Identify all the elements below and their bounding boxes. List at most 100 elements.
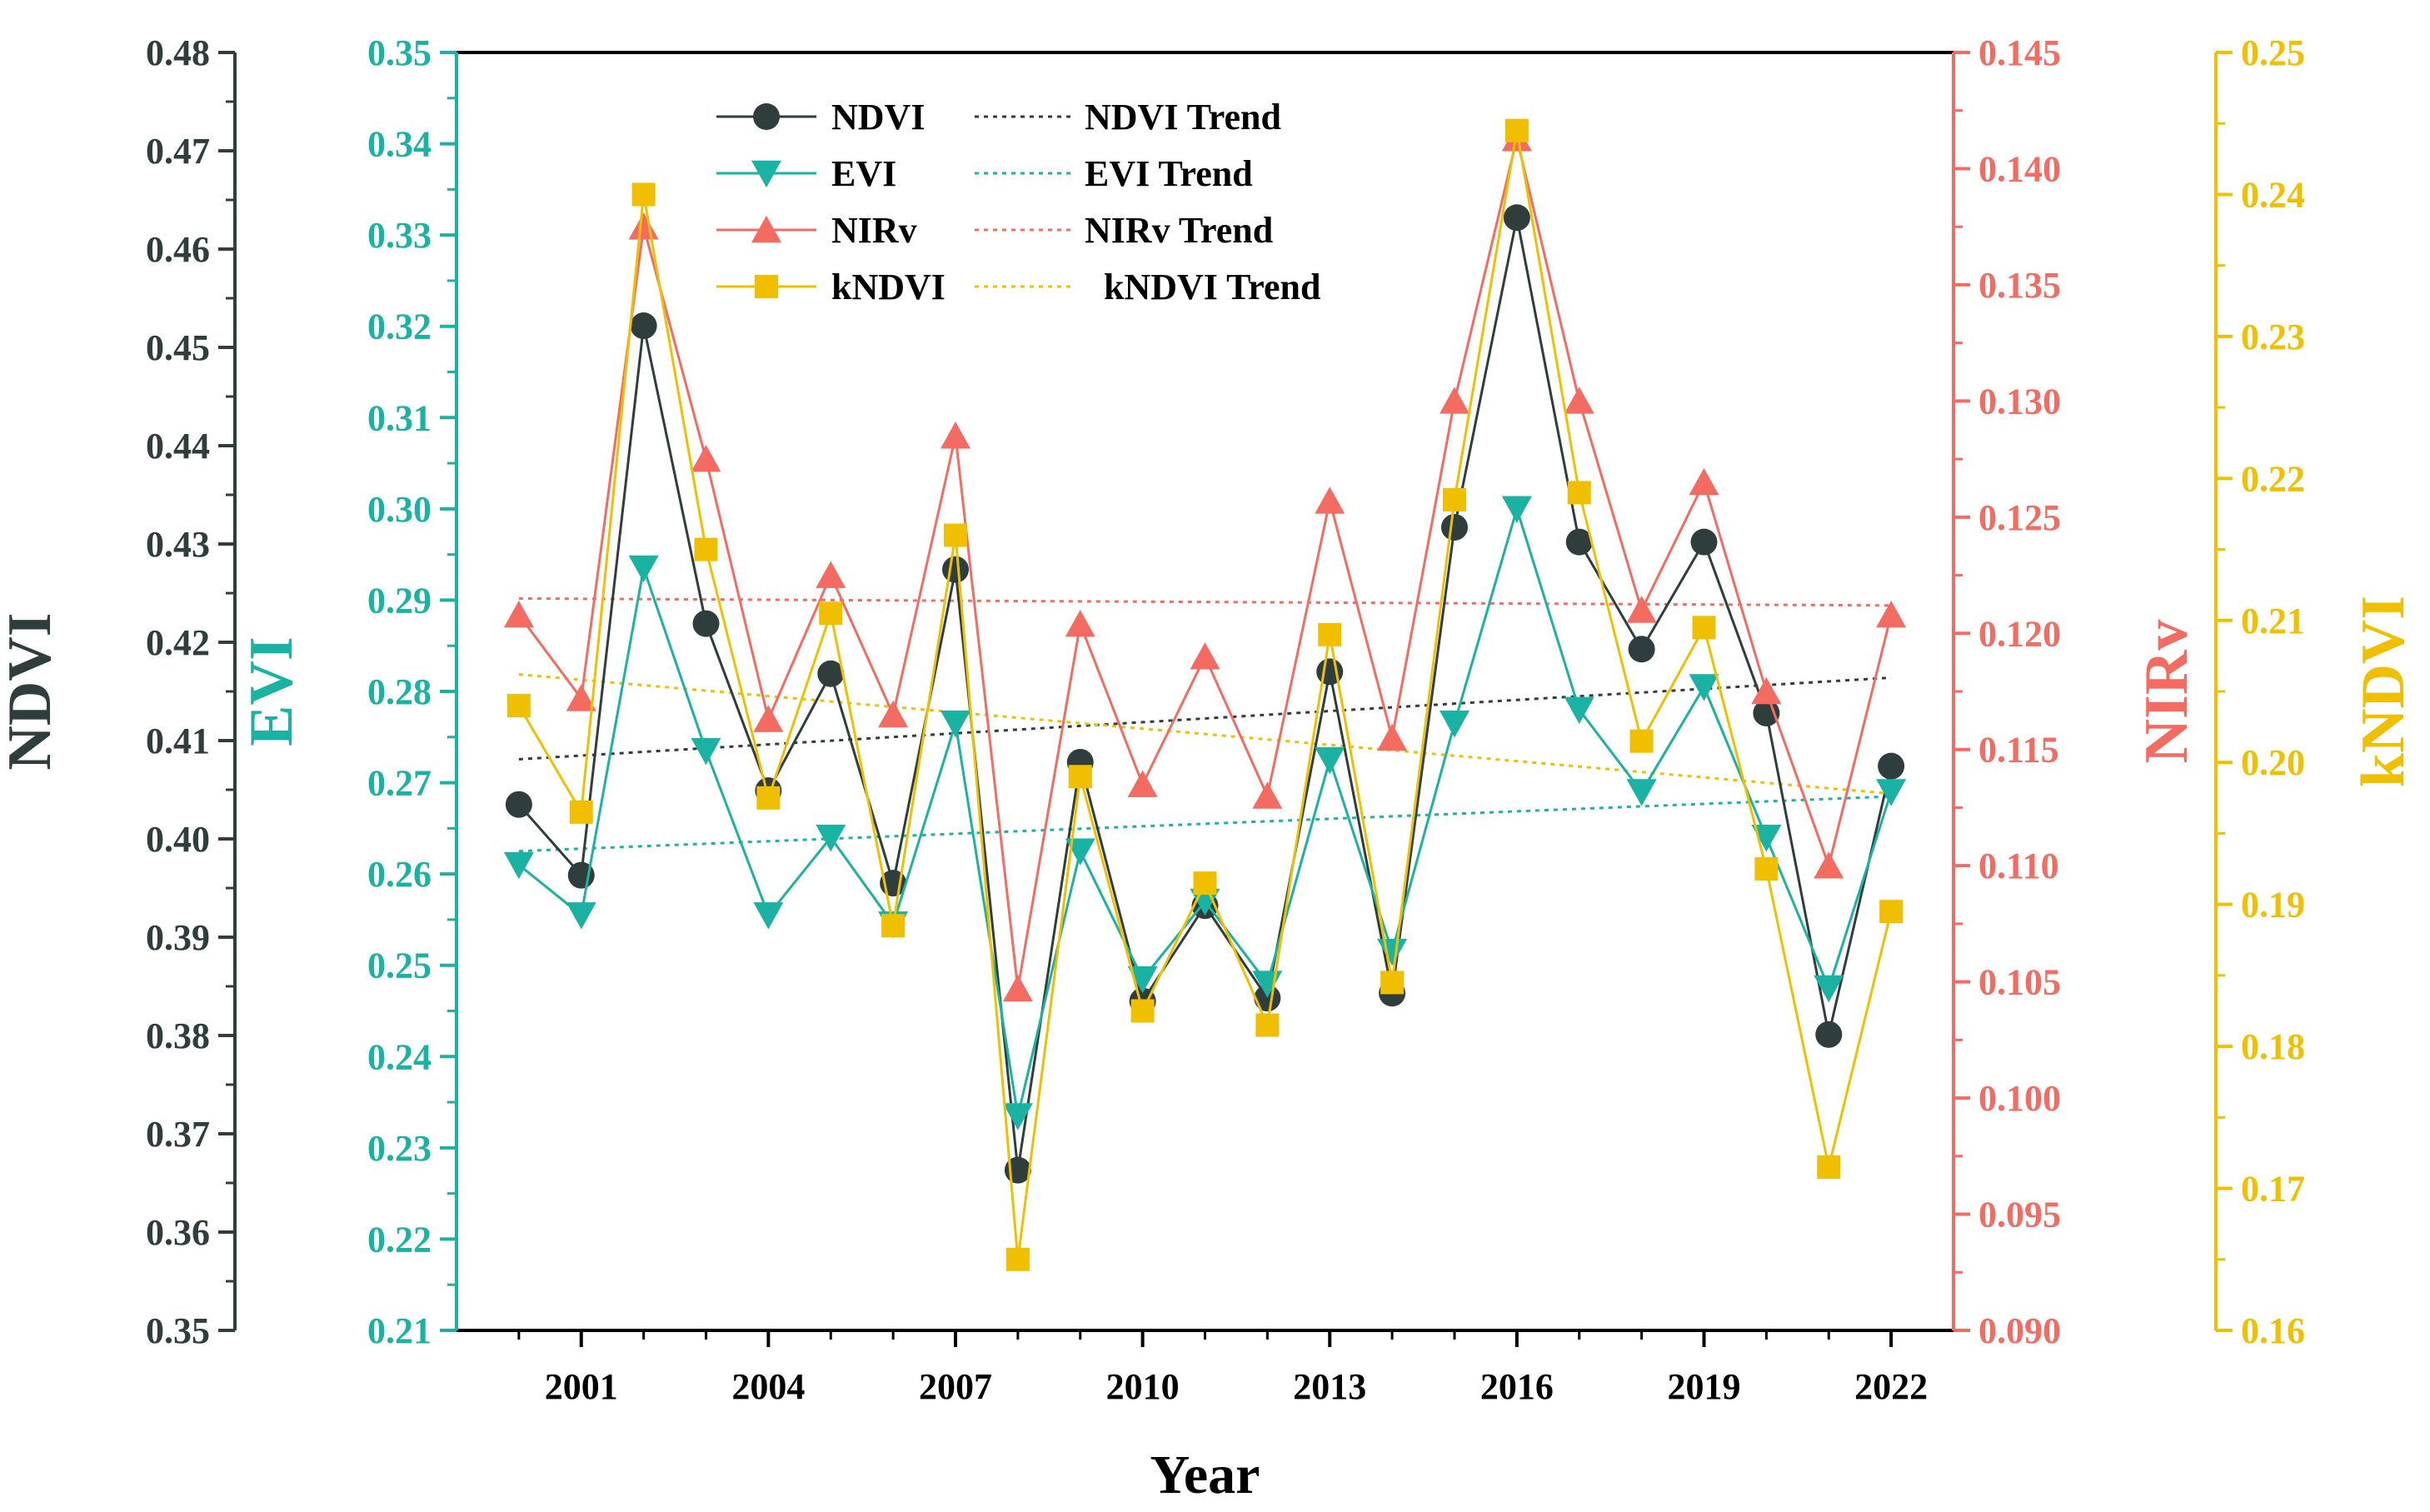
- ndvi-tick-label: 0.48: [146, 32, 210, 73]
- kndvi-point: [631, 182, 656, 207]
- legend-entry-nirv-trend: NIRv Trend: [975, 210, 1273, 251]
- nirv-point: [1127, 770, 1158, 797]
- evi-tick-label: 0.24: [367, 1036, 432, 1077]
- ndvi-series: [505, 204, 1905, 1184]
- ndvi-tick-label: 0.41: [146, 721, 210, 761]
- legend-marker: [751, 215, 781, 243]
- nirv-axis: 0.090 0.095 0.100 0.105 0.110 0.115 0.120 0.125…: [1952, 32, 2201, 1351]
- nirv-point: [753, 705, 784, 732]
- nirv-point: [1564, 387, 1594, 414]
- evi-tick-label: 0.34: [367, 124, 432, 165]
- nirv-point: [878, 700, 909, 728]
- kndvi-point: [1754, 857, 1779, 881]
- kndvi-tick-label: 0.17: [2241, 1169, 2305, 1210]
- nirv-tick-label: 0.105: [1978, 962, 2061, 1003]
- evi-point: [1065, 838, 1095, 866]
- legend-entry-ndvi-trend: NDVI Trend: [975, 97, 1281, 137]
- ndvi-line: [517, 217, 1893, 1170]
- evi-point: [1751, 825, 1782, 852]
- nirv-point: [1190, 642, 1220, 670]
- ndvi-tick-label: 0.47: [146, 131, 210, 172]
- ndvi-tick-label: 0.44: [146, 426, 210, 467]
- ndvi-tick-label: 0.36: [146, 1212, 210, 1253]
- kndvi-tick-label: 0.19: [2241, 885, 2305, 926]
- kndvi-point: [1255, 1013, 1280, 1037]
- nirv-tick-label: 0.110: [1978, 846, 2059, 886]
- evi-point: [753, 902, 784, 930]
- kndvi-trend-line: [518, 673, 1892, 796]
- nirv-point: [628, 212, 659, 240]
- legend-entry-evi: EVI: [716, 153, 896, 194]
- kndvi-axis: 0.16 0.17 0.18 0.19 0.20 0.21 0.22 0.23 0.24 0.25…: [2214, 32, 2418, 1351]
- nirv-tick-label: 0.130: [1978, 381, 2061, 422]
- evi-point: [1814, 975, 1844, 1003]
- legend-marker: [753, 103, 780, 130]
- ndvi-point: [942, 556, 969, 583]
- nirv-point: [1315, 487, 1345, 514]
- legend-marker: [755, 275, 778, 298]
- kndvi-point: [1567, 481, 1591, 505]
- ndvi-trend-line: [518, 676, 1892, 761]
- evi-tick-label: 0.25: [367, 946, 432, 986]
- ndvi-point: [1628, 636, 1655, 663]
- nirv-point: [1751, 676, 1782, 705]
- x-tick-label: 2004: [731, 1366, 805, 1407]
- nirv-point: [816, 561, 846, 588]
- evi-point: [1377, 938, 1408, 966]
- x-tick-label: 2016: [1480, 1366, 1554, 1407]
- ndvi-tick-label: 0.46: [146, 229, 210, 270]
- evi-tick-label: 0.26: [367, 854, 432, 895]
- evi-point: [816, 825, 846, 852]
- evi-point: [941, 711, 971, 738]
- evi-axis: 0.21 0.22 0.23 0.24 0.25 0.26 0.27 0.28 0.29 0.30…: [237, 32, 458, 1351]
- ndvi-point: [1565, 528, 1593, 556]
- evi-point: [503, 851, 534, 880]
- kndvi-axis-title: kNDVI: [2349, 596, 2418, 787]
- ndvi-point: [1441, 513, 1468, 541]
- x-tick-label: 2013: [1293, 1366, 1366, 1407]
- kndvi-point: [1443, 487, 1466, 511]
- nirv-point: [1065, 610, 1095, 637]
- trend-lines: [518, 596, 1892, 853]
- nirv-point: [503, 600, 534, 628]
- kndvi-tick-label: 0.25: [2241, 32, 2305, 73]
- evi-point: [691, 737, 721, 766]
- nirv-point: [1002, 974, 1033, 1002]
- evi-point: [566, 902, 596, 930]
- ndvi-point: [1878, 752, 1905, 780]
- nirv-tick-label: 0.135: [1978, 265, 2061, 306]
- kndvi-point: [1504, 118, 1529, 142]
- ndvi-tick-label: 0.38: [146, 1015, 210, 1056]
- nirv-tick-label: 0.140: [1978, 148, 2061, 189]
- ndvi-tick-label: 0.37: [146, 1114, 210, 1155]
- evi-point: [1440, 711, 1469, 738]
- ndvi-tick-label: 0.39: [146, 917, 210, 958]
- legend-entry-kndvi: kNDVI: [716, 267, 946, 307]
- evi-point: [1002, 1103, 1033, 1130]
- legend-entry-kndvi-trend: kNDVI Trend: [975, 267, 1320, 307]
- evi-point: [628, 555, 659, 583]
- x-tick-label: 2001: [545, 1366, 618, 1407]
- evi-tick-label: 0.27: [367, 763, 432, 804]
- evi-tick-label: 0.35: [367, 32, 432, 73]
- nirv-axis-title: NIRv: [2133, 620, 2201, 764]
- kndvi-point: [1692, 616, 1716, 640]
- ndvi-tick-label: 0.42: [146, 622, 210, 663]
- nirv-point: [566, 684, 596, 711]
- ndvi-tick-label: 0.45: [146, 327, 210, 368]
- legend-entry-evi-trend: EVI Trend: [975, 153, 1253, 194]
- evi-point: [1564, 696, 1594, 725]
- kndvi-tick-label: 0.21: [2241, 601, 2305, 641]
- nirv-tick-label: 0.120: [1978, 613, 2061, 654]
- legend-entry-ndvi: NDVI: [716, 97, 925, 137]
- legend-label: NIRv: [831, 210, 917, 251]
- nirv-tick-label: 0.145: [1978, 32, 2061, 73]
- legend-label: NDVI: [831, 97, 925, 137]
- ndvi-point: [505, 791, 532, 818]
- legend-trend-label: NIRv Trend: [1085, 210, 1273, 251]
- evi-series: [503, 496, 1907, 1130]
- x-tick-label: 2007: [919, 1366, 992, 1407]
- legend-trend-label: NDVI Trend: [1085, 97, 1281, 137]
- kndvi-point: [569, 800, 593, 824]
